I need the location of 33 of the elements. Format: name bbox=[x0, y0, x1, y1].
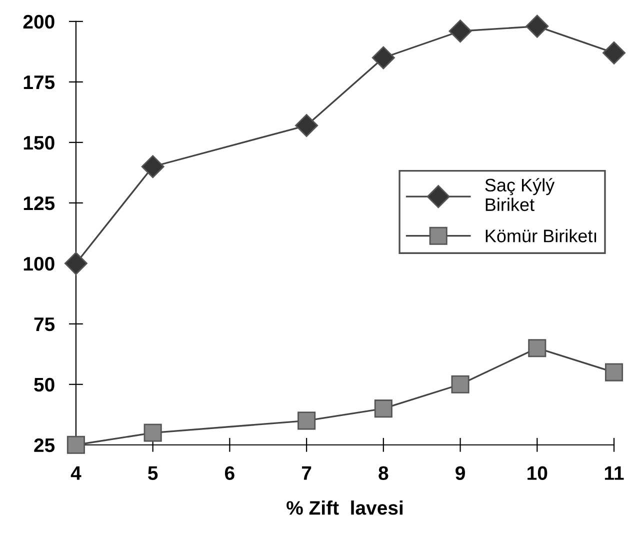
point bbox=[64, 252, 88, 275]
x-tick-label: 6 bbox=[224, 466, 234, 480]
point bbox=[528, 339, 546, 358]
x-tick-label: 5 bbox=[148, 466, 158, 480]
x-tick-label: 7 bbox=[302, 466, 312, 480]
y-tick-label: 150 bbox=[24, 136, 54, 150]
y-tick-label: 100 bbox=[24, 256, 54, 271]
x-tick-label: 8 bbox=[378, 466, 388, 480]
x-axis-title: % Zift lavesi bbox=[286, 500, 403, 515]
legend-label: Kömür Biriketı bbox=[486, 229, 596, 242]
point bbox=[526, 14, 549, 38]
y-tick-label: 200 bbox=[23, 14, 54, 29]
point bbox=[372, 46, 395, 70]
x-tick-label: 4 bbox=[70, 466, 82, 480]
x-tick-label: 11 bbox=[604, 466, 624, 480]
x-tick-label: 9 bbox=[456, 466, 465, 480]
point bbox=[66, 436, 85, 454]
y-tick-label: 75 bbox=[34, 318, 55, 332]
point bbox=[602, 41, 626, 64]
point bbox=[448, 20, 472, 43]
y-tick-label: 25 bbox=[34, 438, 55, 452]
point bbox=[374, 400, 392, 418]
point bbox=[295, 114, 318, 137]
point bbox=[451, 375, 470, 394]
y-tick-label: 125 bbox=[24, 196, 55, 210]
x-tick-label: 10 bbox=[528, 466, 548, 480]
y-tick-label: 50 bbox=[34, 378, 54, 392]
point bbox=[141, 155, 164, 178]
point bbox=[144, 424, 162, 442]
y-tick-label: 175 bbox=[24, 76, 55, 90]
point bbox=[298, 412, 316, 430]
point bbox=[604, 363, 624, 382]
legend-label: Saç Kýlý Biriket bbox=[485, 178, 555, 212]
